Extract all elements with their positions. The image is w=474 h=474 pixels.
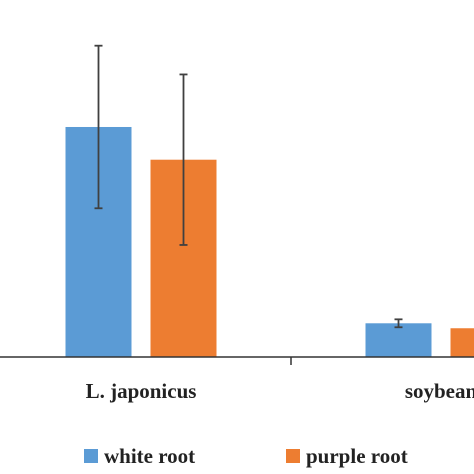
legend-label: white root (104, 444, 195, 468)
error-bar (94, 44, 103, 210)
error-bars-layer (94, 44, 403, 329)
category-labels: L. japonicus soybean (86, 379, 474, 403)
bar-purple-root-soybean (450, 328, 474, 357)
legend-swatch (286, 449, 300, 463)
category-label: L. japonicus (86, 379, 197, 403)
category-label: soybean (405, 379, 474, 403)
legend: white root purple root (84, 444, 408, 468)
bar-white-root-soybean (365, 323, 432, 357)
legend-swatch (84, 449, 98, 463)
legend-label: purple root (306, 444, 408, 468)
bars-layer (65, 126, 474, 357)
error-bar (394, 318, 403, 329)
error-bar (179, 73, 188, 246)
